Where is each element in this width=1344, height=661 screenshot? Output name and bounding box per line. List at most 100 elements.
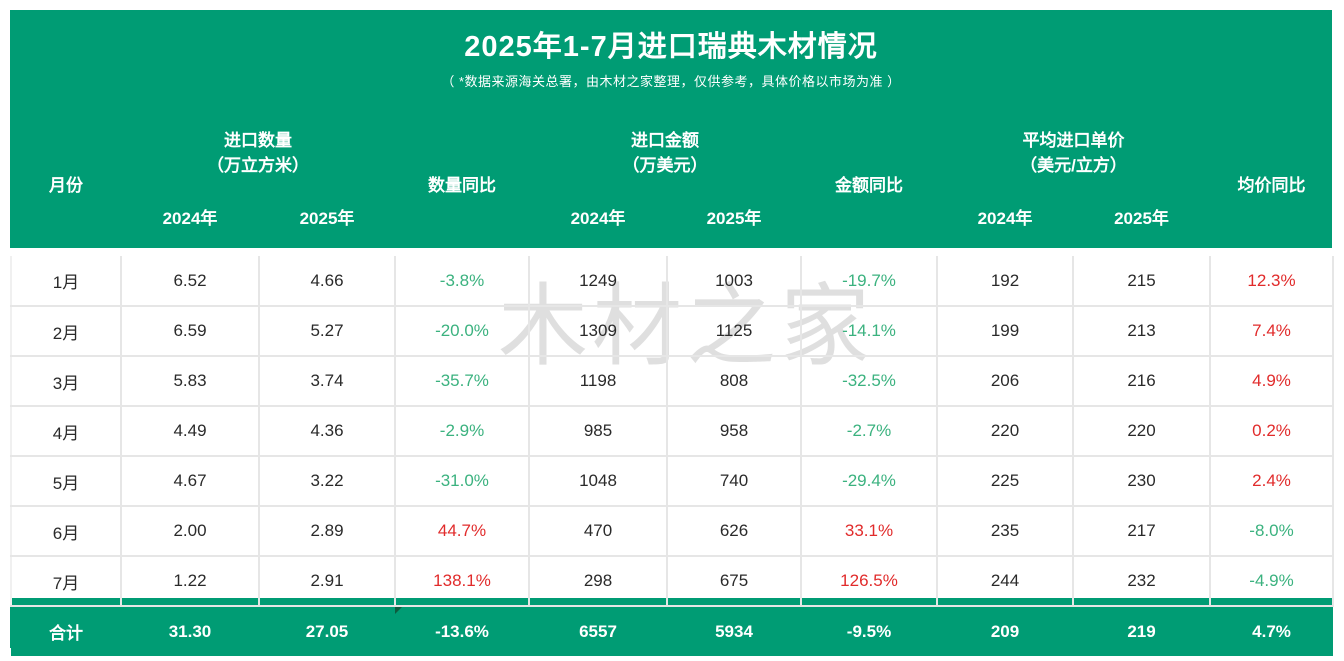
total-value-cell: 5934 [667,606,801,656]
value-cell: 2.00 [121,506,260,557]
table-row: 7月 1.22 2.91 138.1% 298 675 126.5% 244 232 -4.9% [10,556,1335,607]
value-cell: 3.74 [259,356,396,407]
month-cell: 6月 [10,506,122,557]
yoy-cell: -2.7% [801,406,938,457]
col-header-qty-2025: 2025年 [299,209,355,228]
yoy-cell: -35.7% [395,356,530,407]
value-cell: 215 [1073,256,1212,307]
value-cell: 6.52 [121,256,260,307]
value-cell: 220 [937,406,1074,457]
value-cell: 1198 [529,356,668,407]
yoy-cell: -4.9% [1210,556,1335,607]
value-cell: 216 [1073,356,1212,407]
cell-note-marker [395,607,402,614]
yoy-cell: -20.0% [395,306,530,357]
price-group-label: 平均进口单价 [1022,131,1125,150]
col-header-amt-2025: 2025年 [706,209,762,228]
value-cell: 1.22 [121,556,260,607]
total-value-cell: 209 [937,606,1073,656]
value-cell: 470 [529,506,668,557]
total-value-cell: 4.7% [1210,606,1334,656]
table-body: 1月 6.52 4.66 -3.8% 1249 1003 -19.7% 192 215 12.3%… [10,256,1335,607]
yoy-cell: -14.1% [801,306,938,357]
value-cell: 4.49 [121,406,260,457]
table-footer: 合计 31.30 27.05 -13.6% 6557 5934 -9.5% 209 219 4.7… [11,606,1334,656]
col-header-price-2024: 2024年 [977,209,1033,228]
value-cell: 4.67 [121,456,260,507]
amt-group-unit: （万美元） [622,156,708,175]
title-block: 2025年1-7月进口瑞典木材情况 （ *数据来源海关总署，由木材之家整理，仅供… [10,10,1332,110]
amt-group-label: 进口金额 [631,131,699,150]
yoy-cell: -19.7% [801,256,938,307]
col-header-qty-group: 进口数量 （万立方米） [121,110,395,196]
value-cell: 6.59 [121,306,260,357]
col-header-qty-2024: 2024年 [162,209,218,228]
value-cell: 232 [1073,556,1212,607]
value-cell: 2.91 [259,556,396,607]
value-cell: 1309 [529,306,668,357]
yoy-cell: -31.0% [395,456,530,507]
yoy-cell: 44.7% [395,506,530,557]
total-value-cell: -13.6% [395,606,529,656]
yoy-cell: -3.8% [395,256,530,307]
value-cell: 244 [937,556,1074,607]
value-cell: 3.22 [259,456,396,507]
col-header-price-group: 平均进口单价 （美元/立方） [937,110,1210,196]
value-cell: 4.36 [259,406,396,457]
col-header-amt-yoy: 金额同比 [835,175,903,195]
value-cell: 808 [667,356,802,407]
yoy-cell: 4.9% [1210,356,1335,407]
col-header-price-2025: 2025年 [1114,209,1169,228]
month-cell: 5月 [10,456,122,507]
yoy-cell: 138.1% [395,556,530,607]
value-cell: 1125 [667,306,802,357]
value-cell: 1003 [667,256,802,307]
month-cell: 1月 [10,256,122,307]
total-value-cell: -9.5% [801,606,937,656]
value-cell: 230 [1073,456,1212,507]
yoy-cell: -2.9% [395,406,530,457]
page-title: 2025年1-7月进口瑞典木材情况 [464,31,878,63]
value-cell: 1249 [529,256,668,307]
total-value-cell: 6557 [529,606,667,656]
total-value-cell: 31.30 [121,606,259,656]
value-cell: 626 [667,506,802,557]
month-cell: 3月 [10,356,122,407]
qty-group-label: 进口数量 [224,131,292,150]
value-cell: 298 [529,556,668,607]
total-value-cell: 219 [1073,606,1211,656]
value-cell: 5.27 [259,306,396,357]
value-cell: 192 [937,256,1074,307]
page-subtitle: （ *数据来源海关总署，由木材之家整理，仅供参考，具体价格以市场为准 ） [441,74,901,89]
yoy-cell: 126.5% [801,556,938,607]
value-cell: 4.66 [259,256,396,307]
value-cell: 225 [937,456,1074,507]
table-panel: 木材之家 2025年1-7月进口瑞典木材情况 （ *数据来源海关总署，由木材之家… [10,10,1335,656]
value-cell: 1048 [529,456,668,507]
value-cell: 217 [1073,506,1212,557]
table-header: 月份 进口数量 （万立方米） 数量同比 进口金额 （万美元） 金额同比 平均进口… [11,110,1333,256]
month-cell: 4月 [10,406,122,457]
yoy-cell: 0.2% [1210,406,1335,457]
value-cell: 740 [667,456,802,507]
table-row: 2月 6.59 5.27 -20.0% 1309 1125 -14.1% 199 213 7.4% [10,306,1335,357]
col-header-qty-yoy: 数量同比 [428,175,496,195]
total-row: 合计 31.30 27.05 -13.6% 6557 5934 -9.5% 209 219 4.7… [11,606,1334,656]
value-cell: 206 [937,356,1074,407]
yoy-cell: 7.4% [1210,306,1335,357]
yoy-cell: 12.3% [1210,256,1335,307]
col-header-amt-group: 进口金额 （万美元） [529,110,801,196]
value-cell: 2.89 [259,506,396,557]
month-cell: 2月 [10,306,122,357]
yoy-cell: 2.4% [1210,456,1335,507]
value-cell: 985 [529,406,668,457]
total-value-cell: 27.05 [259,606,395,656]
table-row: 1月 6.52 4.66 -3.8% 1249 1003 -19.7% 192 215 12.3% [10,256,1335,307]
col-header-month: 月份 [49,175,83,195]
value-cell: 220 [1073,406,1212,457]
data-table: 月份 进口数量 （万立方米） 数量同比 进口金额 （万美元） 金额同比 平均进口… [10,110,1335,656]
price-group-unit: （美元/立方） [1020,156,1127,175]
col-header-amt-2024: 2024年 [570,209,626,228]
table-row: 6月 2.00 2.89 44.7% 470 626 33.1% 235 217 -8.0% [10,506,1335,557]
value-cell: 235 [937,506,1074,557]
